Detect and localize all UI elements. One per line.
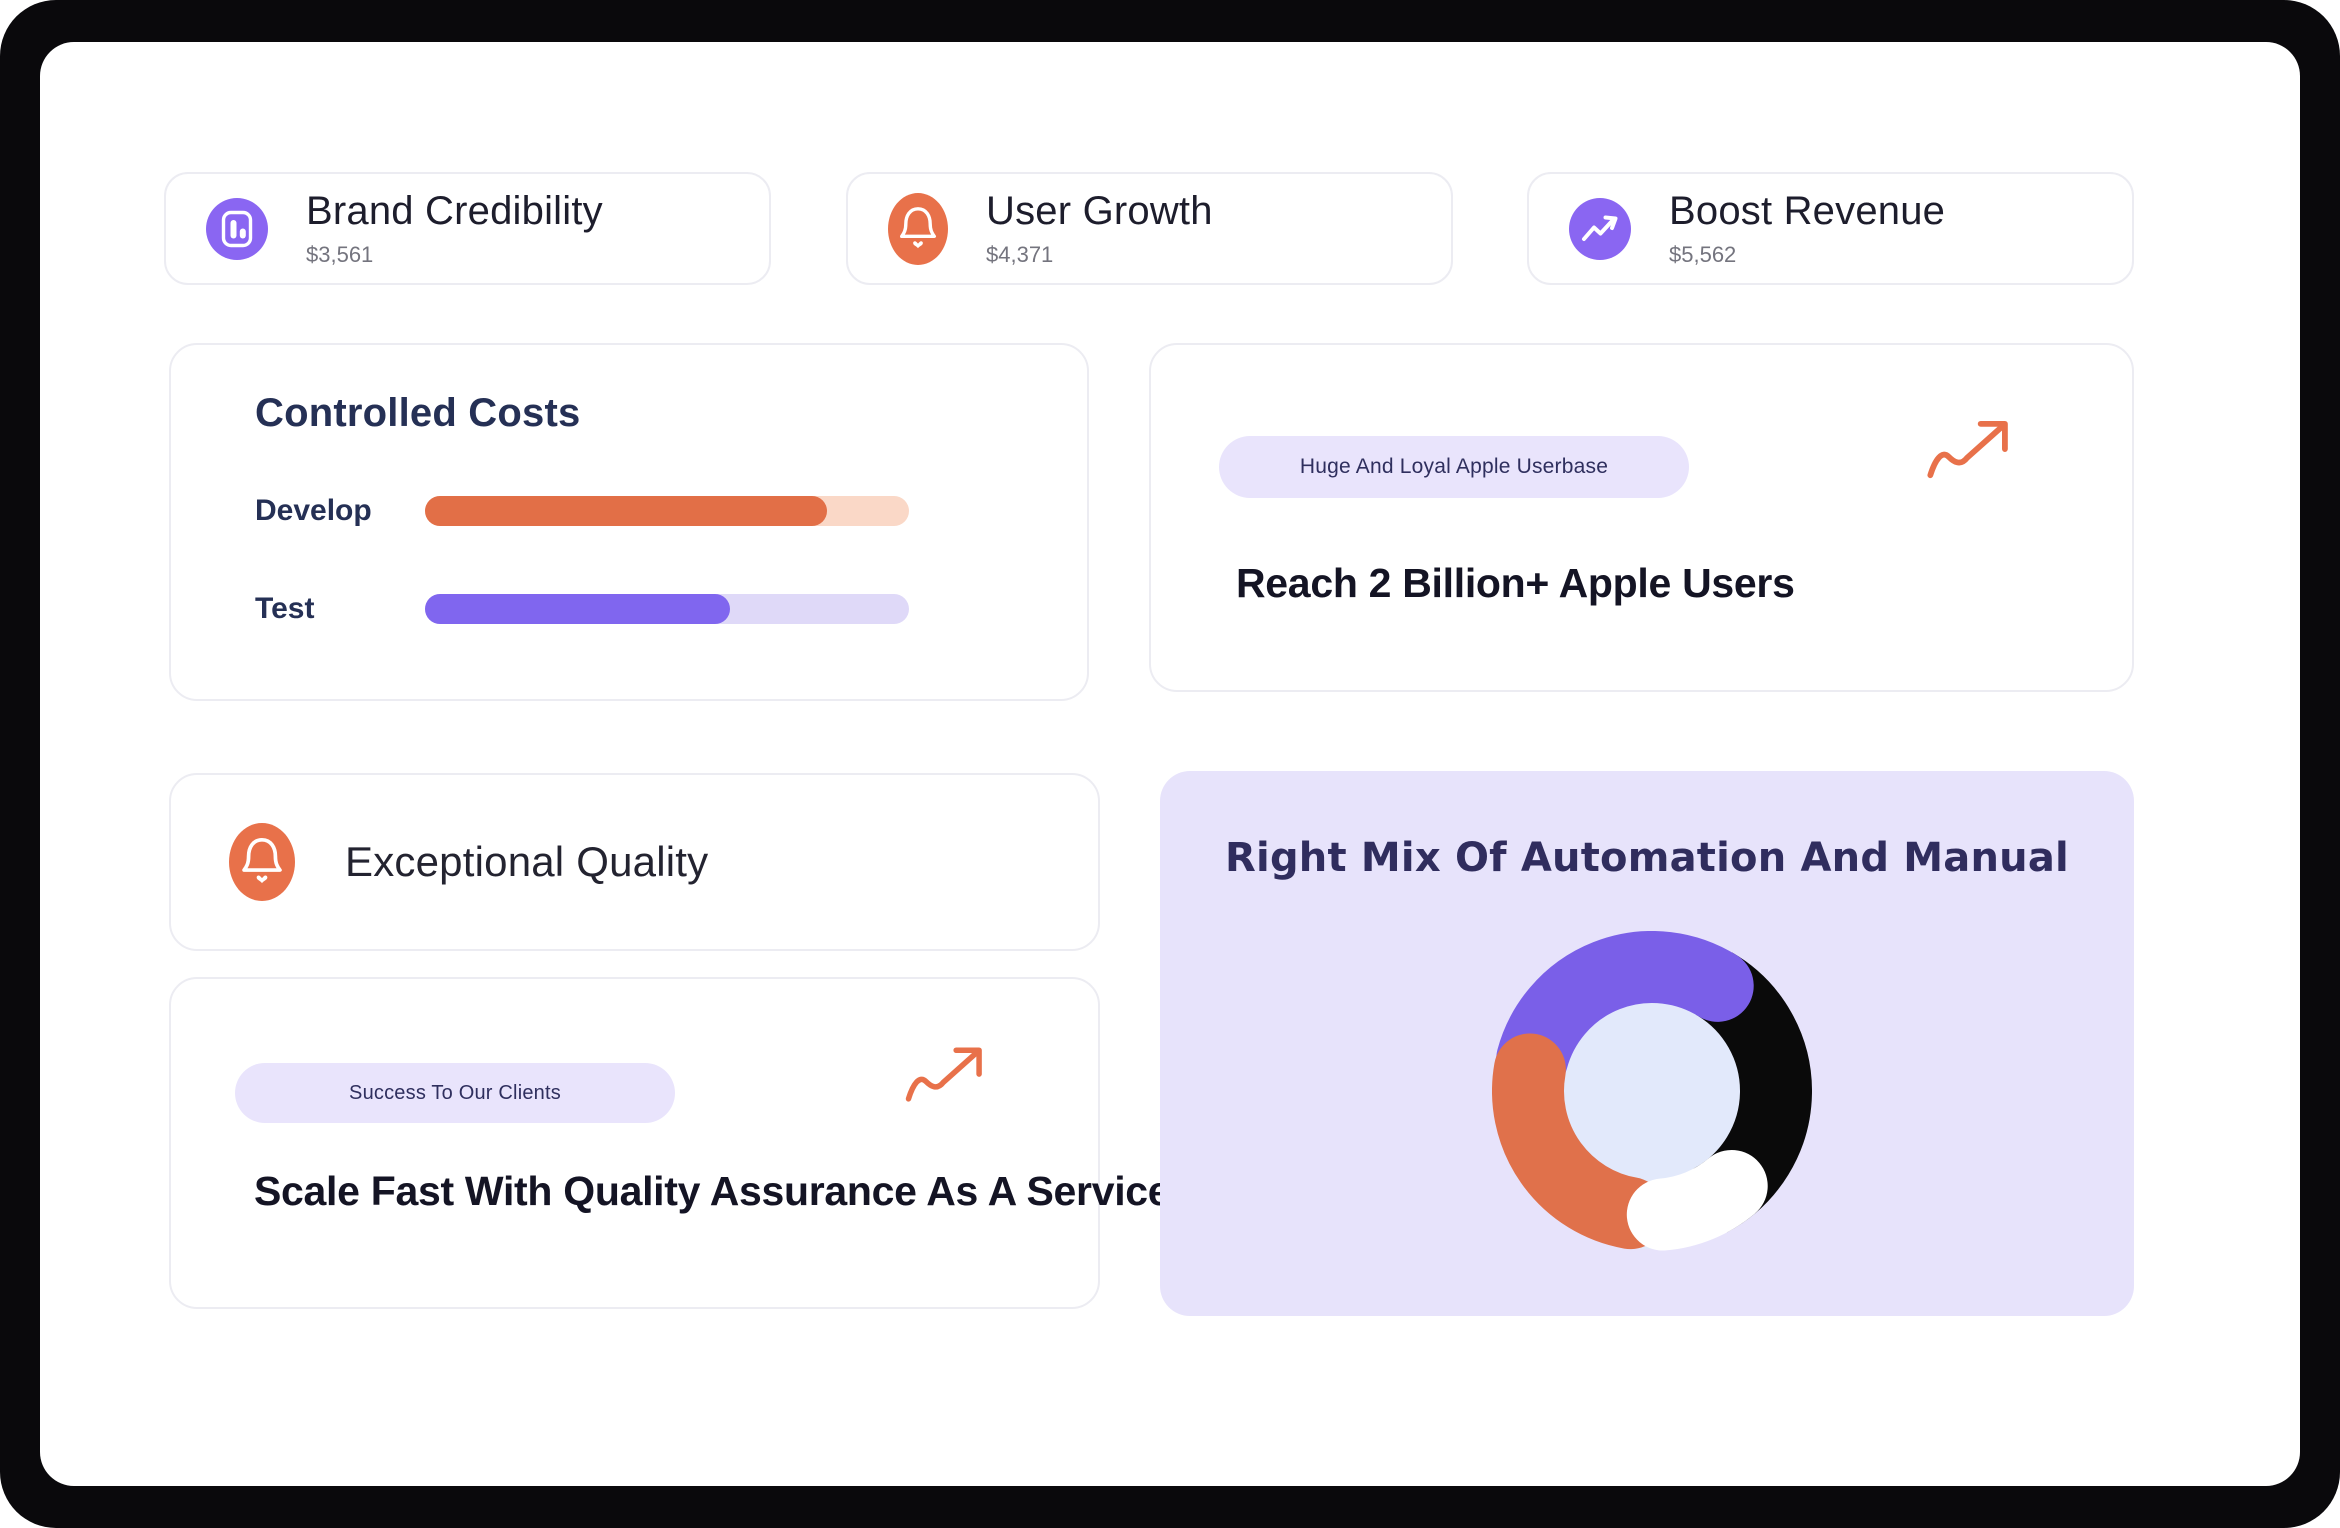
progress-bars: Develop Test — [255, 494, 1003, 626]
growth-arrow-icon — [903, 1045, 991, 1110]
donut-segment-orange — [1492, 1033, 1667, 1250]
bar-label: Develop — [255, 494, 372, 527]
stat-card-boost-revenue: Boost Revenue $5,562 — [1527, 172, 2134, 285]
badge-label: Success To Our Clients — [349, 1081, 561, 1104]
bar-label: Test — [255, 592, 315, 625]
stat-title: Brand Credibility — [306, 189, 603, 233]
controlled-costs-title: Controlled Costs — [255, 391, 581, 435]
test-bar-fill — [425, 594, 730, 624]
develop-bar-fill — [425, 496, 827, 526]
scale-fast-heading: Scale Fast With Quality Assurance As A S… — [254, 1168, 1171, 1214]
stat-card-user-growth: User Growth $4,371 — [846, 172, 1453, 285]
apple-userbase-badge: Huge And Loyal Apple Userbase — [1219, 436, 1689, 498]
quality-title: Exceptional Quality — [345, 838, 709, 885]
bell-icon — [229, 823, 295, 901]
automation-mix-card: Right Mix Of Automation And Manual — [1160, 771, 2134, 1316]
stat-value: $5,562 — [1669, 242, 1737, 267]
growth-arrow-icon — [1924, 419, 2018, 486]
apple-users-heading: Reach 2 Billion+ Apple Users — [1236, 560, 1795, 606]
scale-fast-card: Success To Our Clients Scale Fast With Q… — [169, 977, 1171, 1309]
progress-row-develop: Develop — [255, 494, 1003, 528]
stat-title: User Growth — [986, 189, 1213, 233]
stat-value: $3,561 — [306, 242, 374, 267]
donut-segment-purple — [1496, 931, 1754, 1095]
bell-icon — [888, 192, 948, 265]
stat-title: Boost Revenue — [1669, 189, 1946, 233]
develop-bar-track — [425, 496, 909, 526]
progress-row-test: Test — [255, 592, 1003, 626]
stat-value: $4,371 — [986, 242, 1054, 267]
controlled-costs-card: Controlled Costs Develop Test — [169, 343, 1089, 701]
apple-users-card: Huge And Loyal Apple Userbase Reach 2 Bi… — [1149, 343, 2134, 692]
bar-chart-icon — [206, 197, 268, 260]
mix-card-title: Right Mix Of Automation And Manual — [1225, 835, 2069, 881]
donut-chart — [1492, 931, 1812, 1251]
stat-card-brand-credibility: Brand Credibility $3,561 — [164, 172, 771, 285]
success-clients-badge: Success To Our Clients — [235, 1063, 675, 1123]
test-bar-track — [425, 594, 909, 624]
main-panel: Brand Credibility $3,561 User Growth $4,… — [40, 42, 2300, 1486]
badge-label: Huge And Loyal Apple Userbase — [1299, 455, 1609, 478]
donut-segment-white — [1626, 1149, 1768, 1251]
exceptional-quality-card: Exceptional Quality — [169, 773, 1100, 951]
trending-up-icon — [1569, 197, 1631, 260]
